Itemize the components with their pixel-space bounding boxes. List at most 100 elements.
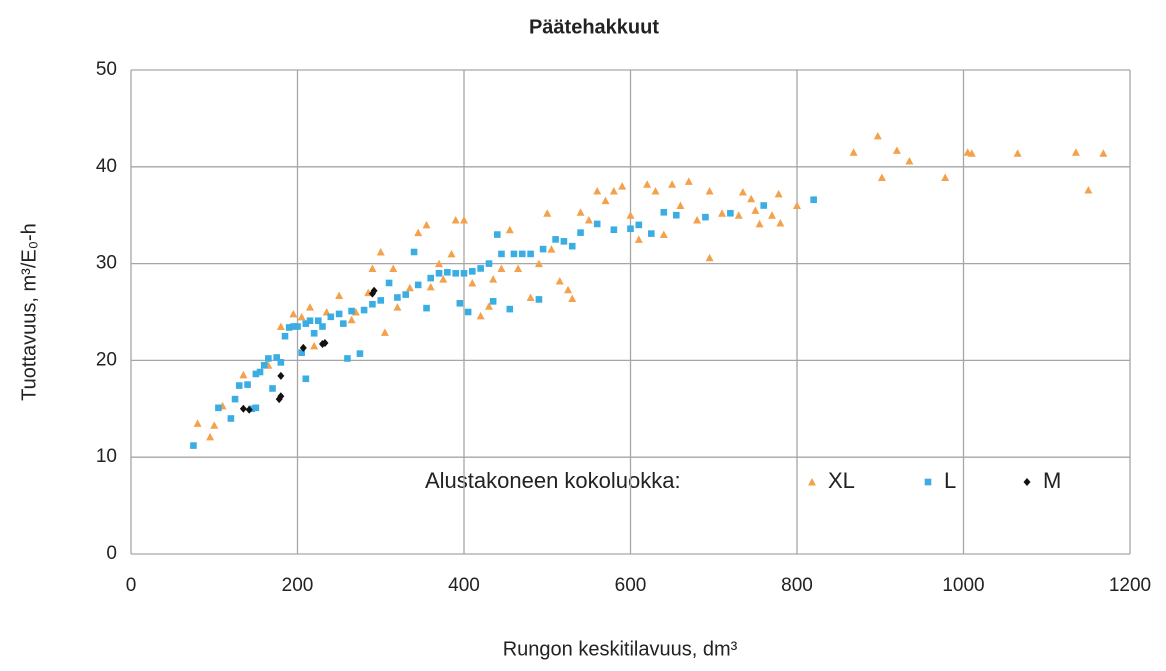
point [751,206,760,214]
point [518,250,526,258]
point [305,303,314,311]
x-tick-label: 1200 [1109,575,1151,596]
y-tick-label: 30 [96,253,117,274]
legend-label: XL [828,468,855,493]
point [423,304,430,312]
legend-marker [1023,478,1031,486]
point [227,415,235,422]
point [877,173,886,181]
point [1013,149,1022,157]
point [484,302,493,310]
point [335,310,343,318]
point [451,216,460,224]
point [447,249,456,258]
y-axis-label: Tuottavuus, m³/E₀-h [18,223,40,401]
point [452,269,459,277]
y-tick-label: 0 [106,543,117,564]
point [460,269,468,277]
legend-title: Alustakoneen kokoluokka: [425,468,681,493]
point [468,278,477,287]
point [456,299,464,307]
point [584,216,593,224]
point [676,201,685,210]
point [774,189,783,198]
point [206,432,215,441]
point [245,405,253,414]
point [618,182,627,190]
point [593,220,601,228]
point [651,187,660,195]
point [1084,186,1093,194]
point [905,156,914,165]
point [294,323,301,330]
point [427,274,434,282]
point [319,323,326,330]
point [776,218,785,227]
point [547,245,556,253]
point [281,332,289,340]
point [534,259,543,268]
point [705,253,714,262]
point [635,221,643,229]
point [610,226,618,234]
point [302,375,310,383]
point [215,404,222,412]
point [627,225,634,233]
x-tick-label: 800 [781,575,813,596]
legend-label: M [1043,468,1061,493]
y-tick-label: 50 [96,59,117,80]
point [402,291,410,298]
point [489,298,497,305]
x-tick-label: 200 [282,575,314,596]
point [560,238,568,245]
point [321,338,329,347]
point [810,196,817,204]
point [252,370,260,378]
point [426,282,435,291]
point [727,209,734,217]
point [285,324,293,331]
point [543,209,552,217]
point [577,229,584,236]
legend-label: L [944,468,956,493]
point [527,250,534,258]
point [734,211,743,219]
point [601,196,610,205]
point [489,275,498,283]
y-tick-label: 40 [96,156,117,177]
x-tick-label: 1000 [942,575,984,596]
point [310,341,319,350]
point [1071,148,1080,156]
point [405,283,414,292]
point [260,361,268,369]
point [668,180,677,188]
point [414,281,422,289]
point [873,131,882,140]
point [498,250,505,258]
x-tick-label: 0 [126,575,137,596]
point [239,370,248,379]
y-tick-label: 20 [96,349,117,370]
point [277,371,285,380]
point [256,368,264,376]
point [967,149,976,157]
point [705,187,714,195]
point [660,208,668,216]
point [477,265,484,272]
point [335,291,344,300]
point [485,260,493,267]
point [252,404,260,412]
point [494,231,501,238]
point [684,177,693,185]
point [369,300,376,308]
point [193,419,202,427]
point [755,219,764,228]
point [634,235,643,243]
point [514,264,523,272]
point [648,230,655,237]
point [370,286,378,295]
point [235,382,243,389]
point [368,264,377,272]
point [231,395,239,403]
